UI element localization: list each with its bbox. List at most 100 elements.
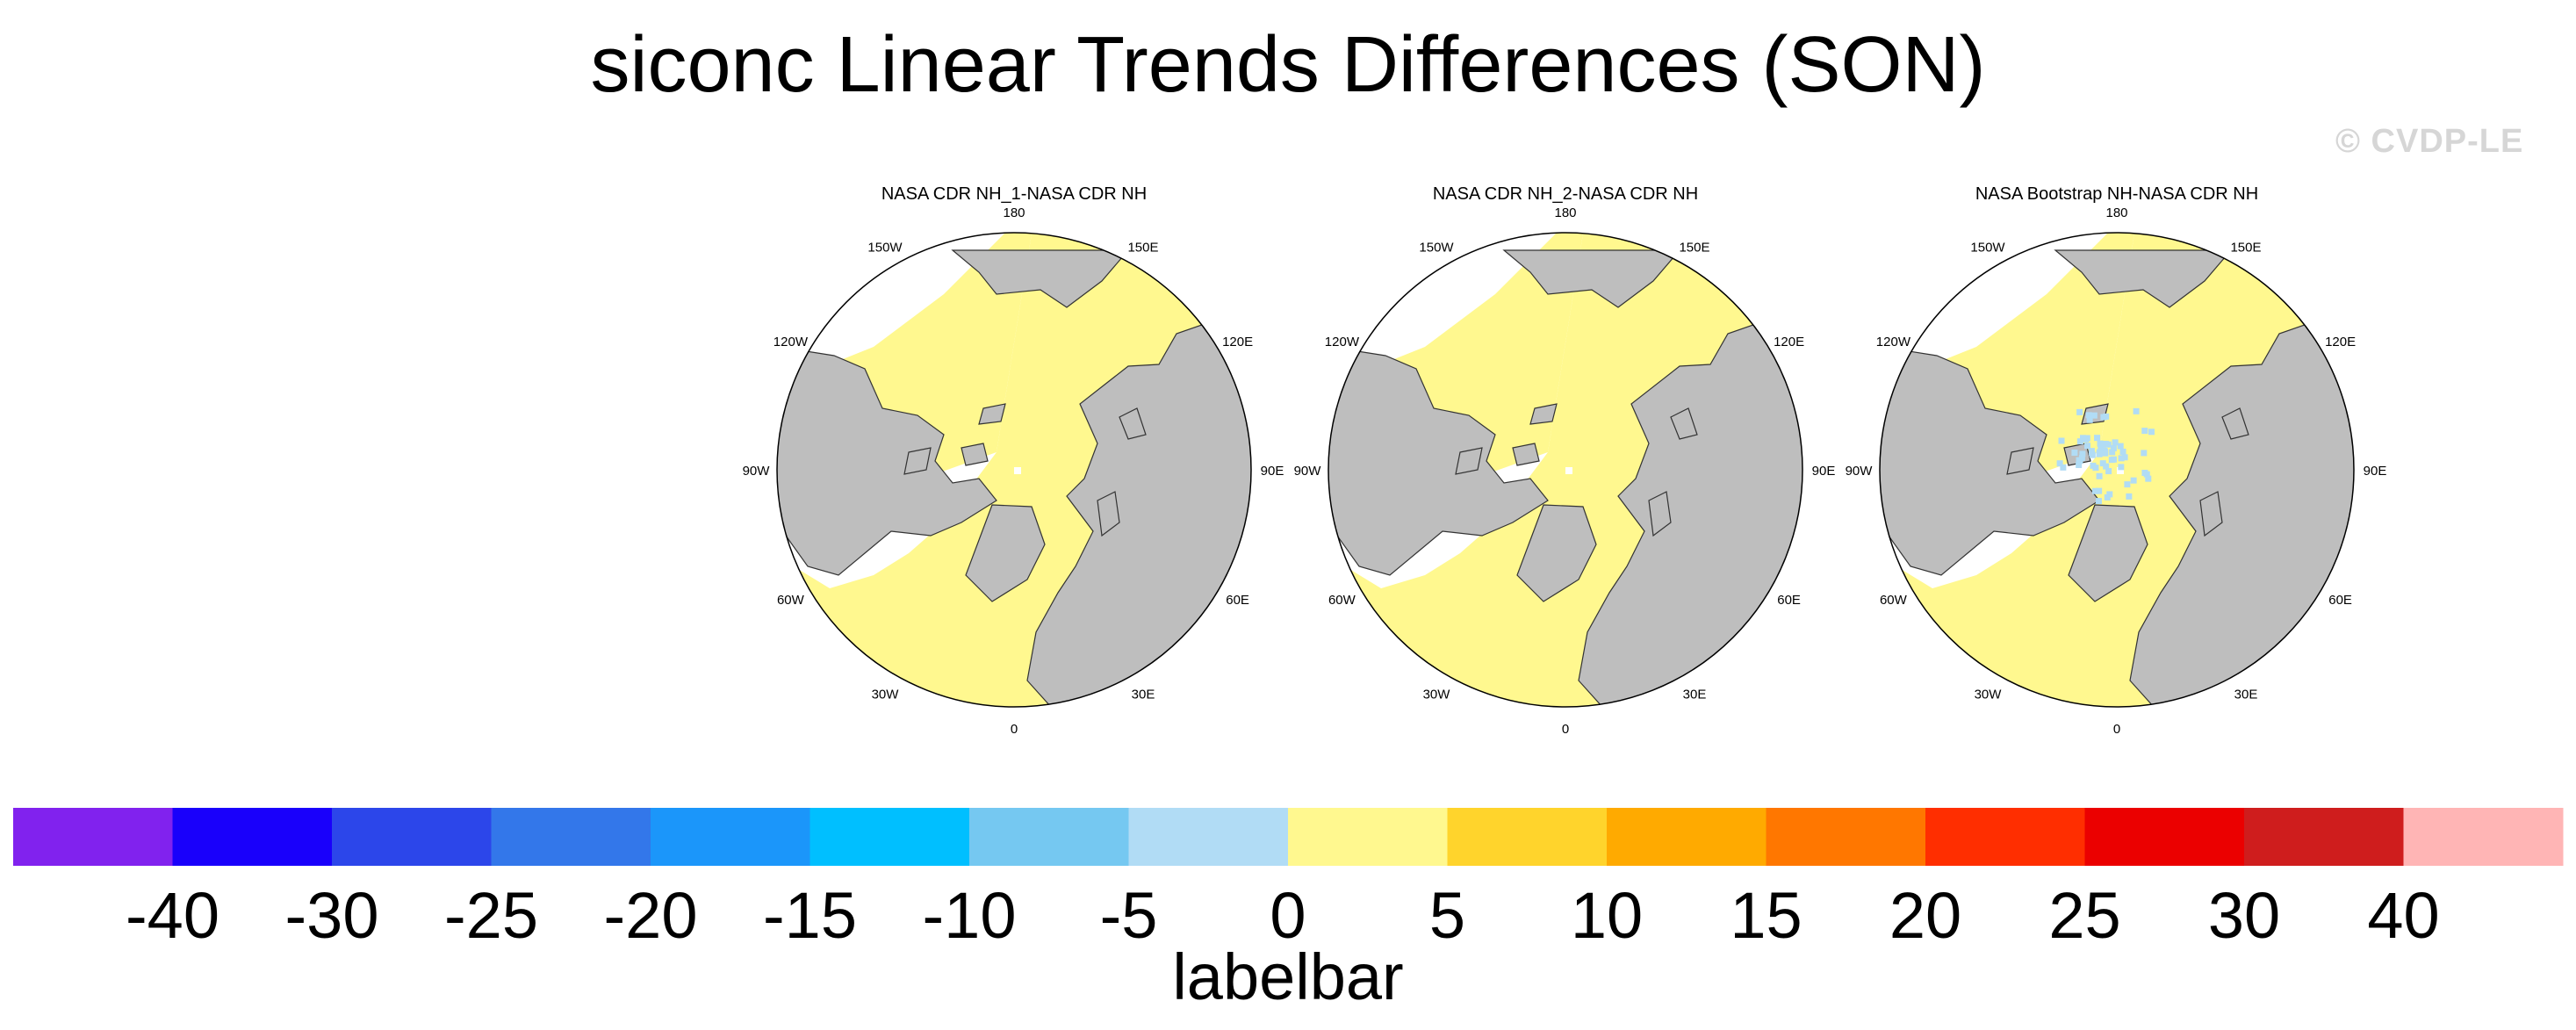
longitude-label: 180 [1003,205,1025,220]
colorbar-tick-label: -20 [604,879,698,952]
colorbar-box [1447,808,1608,866]
map-disc [777,233,1251,707]
colorbar-tick-label: 10 [1571,879,1643,952]
longitude-label: 150E [2230,240,2261,255]
colorbar-tick-label: 15 [1730,879,1802,952]
land-polygon [1529,403,1558,425]
negative-trend-cell [2103,441,2110,448]
land-polygon [2199,491,2223,537]
negative-trend-cell [2078,455,2085,462]
longitude-label: 120E [1774,335,1804,349]
longitude-label: 60E [1777,593,1801,608]
colorbar-box [491,808,651,866]
negative-trend-cell [2091,487,2098,494]
negative-trend-cell [2086,416,2093,423]
negative-trend-cell [2110,444,2117,451]
land-polygon [1455,447,1483,475]
map-disc [1328,233,1802,707]
pole-hole [1014,467,1021,474]
negative-trend-cell [2076,462,2083,469]
pole-hole [2117,467,2124,474]
longitude-label: 0 [1562,722,1569,737]
negative-trend-cell [2096,450,2103,457]
map-outline [1328,232,1803,708]
longitude-label: 180 [2105,205,2127,220]
colorbar-box [1766,808,1926,866]
longitude-label: 0 [1011,722,1018,737]
colorbar-box [2403,808,2564,866]
negative-trend-cell [2058,437,2065,444]
watermark: © CVDP-LE [2335,123,2524,160]
longitude-label: 0 [2113,722,2120,737]
longitude-label: 30E [1683,688,1707,702]
longitude-label: 150E [1679,240,1709,255]
land-polygon [1512,443,1540,466]
longitude-label: 60E [1226,593,1249,608]
longitude-label: 90E [2364,464,2387,479]
land-polygon [2006,447,2034,475]
negative-trend-cell [2096,487,2103,494]
map-outline [776,232,1252,708]
negative-trend-cell [2084,443,2091,450]
longitude-label: 30W [872,688,900,702]
negative-trend-cell [2106,491,2113,498]
longitude-label: 90E [1261,464,1284,479]
longitude-label: 60W [1328,593,1356,608]
colorbar-box [332,808,492,866]
colorbar-box [809,808,970,866]
longitude-label: 60W [1880,593,1908,608]
map-panel-title: NASA CDR NH_2-NASA CDR NH [1433,184,1698,204]
colorbar-box [2244,808,2404,866]
longitude-label: 30W [1423,688,1451,702]
longitude-label: 180 [1554,205,1576,220]
negative-trend-cell [2080,435,2087,442]
longitude-label: 30E [2234,688,2258,702]
colorbar-box [13,808,173,866]
negative-trend-cell [2095,498,2102,505]
negative-trend-cell [2101,448,2108,455]
negative-trend-cell [2141,450,2148,457]
longitude-label: 30E [1132,688,1155,702]
colorbar-tick-label: -10 [923,879,1017,952]
negative-trend-cell [2118,455,2125,462]
colorbar-box [651,808,810,866]
longitude-label: 30W [1975,688,2003,702]
map-panel-title: NASA CDR NH_1-NASA CDR NH [881,184,1147,204]
negative-trend-cell [2097,440,2104,447]
land-polygon [2068,504,2148,602]
negative-trend-cell [2133,407,2140,414]
negative-trend-cell [2109,449,2116,456]
negative-trend-cell [2121,454,2128,461]
longitude-label: 90W [743,464,771,479]
longitude-label: 150W [867,240,903,255]
negative-trend-cell [2076,408,2083,415]
land-polygon [903,447,932,475]
map-disc [1880,233,2354,707]
land-polygon [1670,407,1698,440]
negative-trend-cell [2071,450,2078,457]
longitude-label: 90W [1846,464,1874,479]
colorbar-box [1128,808,1289,866]
land-polygon [978,403,1006,425]
longitude-label: 120E [2325,335,2356,349]
longitude-label: 120E [1222,335,1253,349]
longitude-label: 60E [2328,593,2352,608]
colorbar-box [1607,808,1767,866]
land-polygon [1097,491,1120,537]
negative-trend-cell [2060,464,2067,471]
land-polygon [1328,342,1549,576]
colorbar: -40 -30 -25 -20 -15 -10 -5 0 5 10 15 20 25 30 40 [13,808,2564,952]
negative-trend-cell [2094,435,2101,442]
longitude-label: 120W [1325,335,1360,349]
negative-trend-cell [2092,465,2099,472]
land-polygon [777,342,997,576]
colorbar-tick-label: -5 [1100,879,1158,952]
negative-trend-cell [2117,443,2124,450]
pole-hole [1565,467,1572,474]
negative-trend-cell [2145,475,2152,482]
colorbar-tick-label: -30 [285,879,379,952]
colorbar-box [1288,808,1448,866]
land-polygon [1119,407,1147,440]
